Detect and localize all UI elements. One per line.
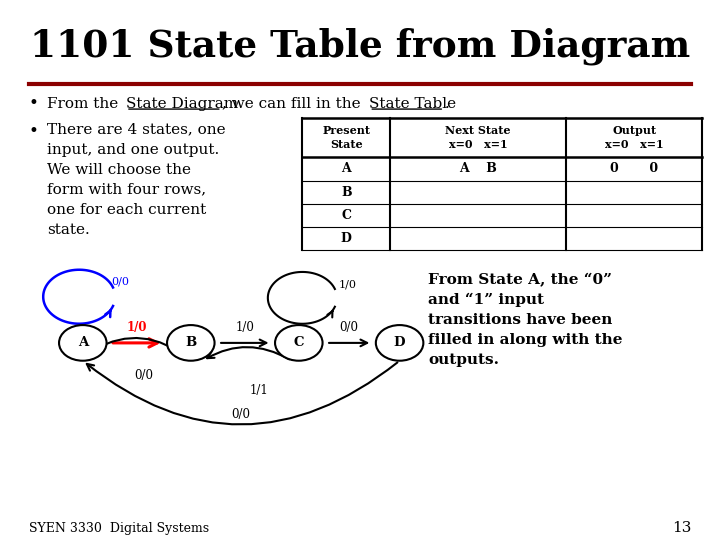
Text: 1101 State Table from Diagram: 1101 State Table from Diagram [30, 27, 690, 65]
FancyArrowPatch shape [94, 338, 189, 359]
Text: •: • [29, 95, 39, 112]
FancyArrowPatch shape [221, 340, 266, 346]
Text: •: • [29, 123, 39, 139]
Circle shape [59, 325, 107, 361]
Text: B: B [341, 186, 351, 199]
Text: 1/0: 1/0 [127, 321, 147, 334]
FancyArrowPatch shape [207, 347, 289, 359]
Text: C: C [294, 336, 304, 349]
Text: 0       0: 0 0 [610, 163, 658, 176]
Text: 0/0: 0/0 [232, 408, 251, 421]
Text: D: D [394, 336, 405, 349]
Text: 1/1: 1/1 [250, 384, 269, 397]
Text: There are 4 states, one
input, and one output.
We will choose the
form with four: There are 4 states, one input, and one o… [47, 123, 225, 237]
Text: B: B [185, 336, 197, 349]
Text: From State A, the “0”
and “1” input
transitions have been
filled in along with t: From State A, the “0” and “1” input tran… [428, 273, 623, 367]
Text: 1/0: 1/0 [235, 321, 254, 334]
FancyArrowPatch shape [329, 340, 367, 346]
Text: SYEN 3330  Digital Systems: SYEN 3330 Digital Systems [29, 522, 209, 535]
Text: State Table: State Table [369, 97, 456, 111]
Text: From the: From the [47, 97, 123, 111]
Text: .: . [445, 97, 450, 111]
Text: A    B: A B [459, 163, 498, 176]
Text: , we can fill in the: , we can fill in the [222, 97, 366, 111]
Text: 0/0: 0/0 [135, 369, 153, 382]
Text: A: A [78, 336, 88, 349]
Text: Next State
x=0   x=1: Next State x=0 x=1 [446, 125, 511, 150]
Text: State Diagram: State Diagram [126, 97, 238, 111]
Text: D: D [341, 232, 352, 245]
Text: Output
x=0   x=1: Output x=0 x=1 [605, 125, 663, 150]
Text: 1/0: 1/0 [338, 280, 356, 290]
Circle shape [275, 325, 323, 361]
Text: 13: 13 [672, 521, 691, 535]
FancyArrowPatch shape [87, 362, 397, 424]
FancyArrowPatch shape [113, 339, 157, 347]
Circle shape [376, 325, 423, 361]
Text: C: C [341, 209, 351, 222]
Circle shape [167, 325, 215, 361]
Text: A: A [341, 163, 351, 176]
Text: 0/0: 0/0 [112, 277, 130, 287]
Text: Present
State: Present State [323, 125, 370, 150]
Text: 0/0: 0/0 [340, 321, 359, 334]
